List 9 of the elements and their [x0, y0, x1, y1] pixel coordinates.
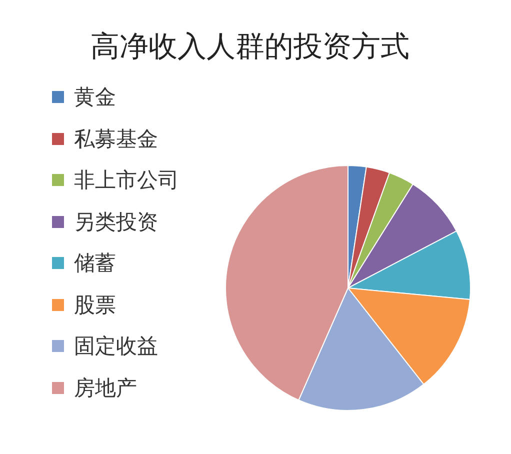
- legend-label: 固定收益: [74, 333, 158, 359]
- legend-label: 储蓄: [74, 250, 116, 276]
- legend-label: 房地产: [74, 374, 137, 400]
- legend-label: 非上市公司: [74, 167, 179, 193]
- legend-label: 另类投资: [74, 208, 158, 234]
- legend-label: 私募基金: [74, 126, 158, 152]
- chart-title: 高净收入人群的投资方式: [90, 28, 410, 64]
- legend-label: 黄金: [74, 84, 116, 110]
- legend-label: 股票: [74, 292, 116, 318]
